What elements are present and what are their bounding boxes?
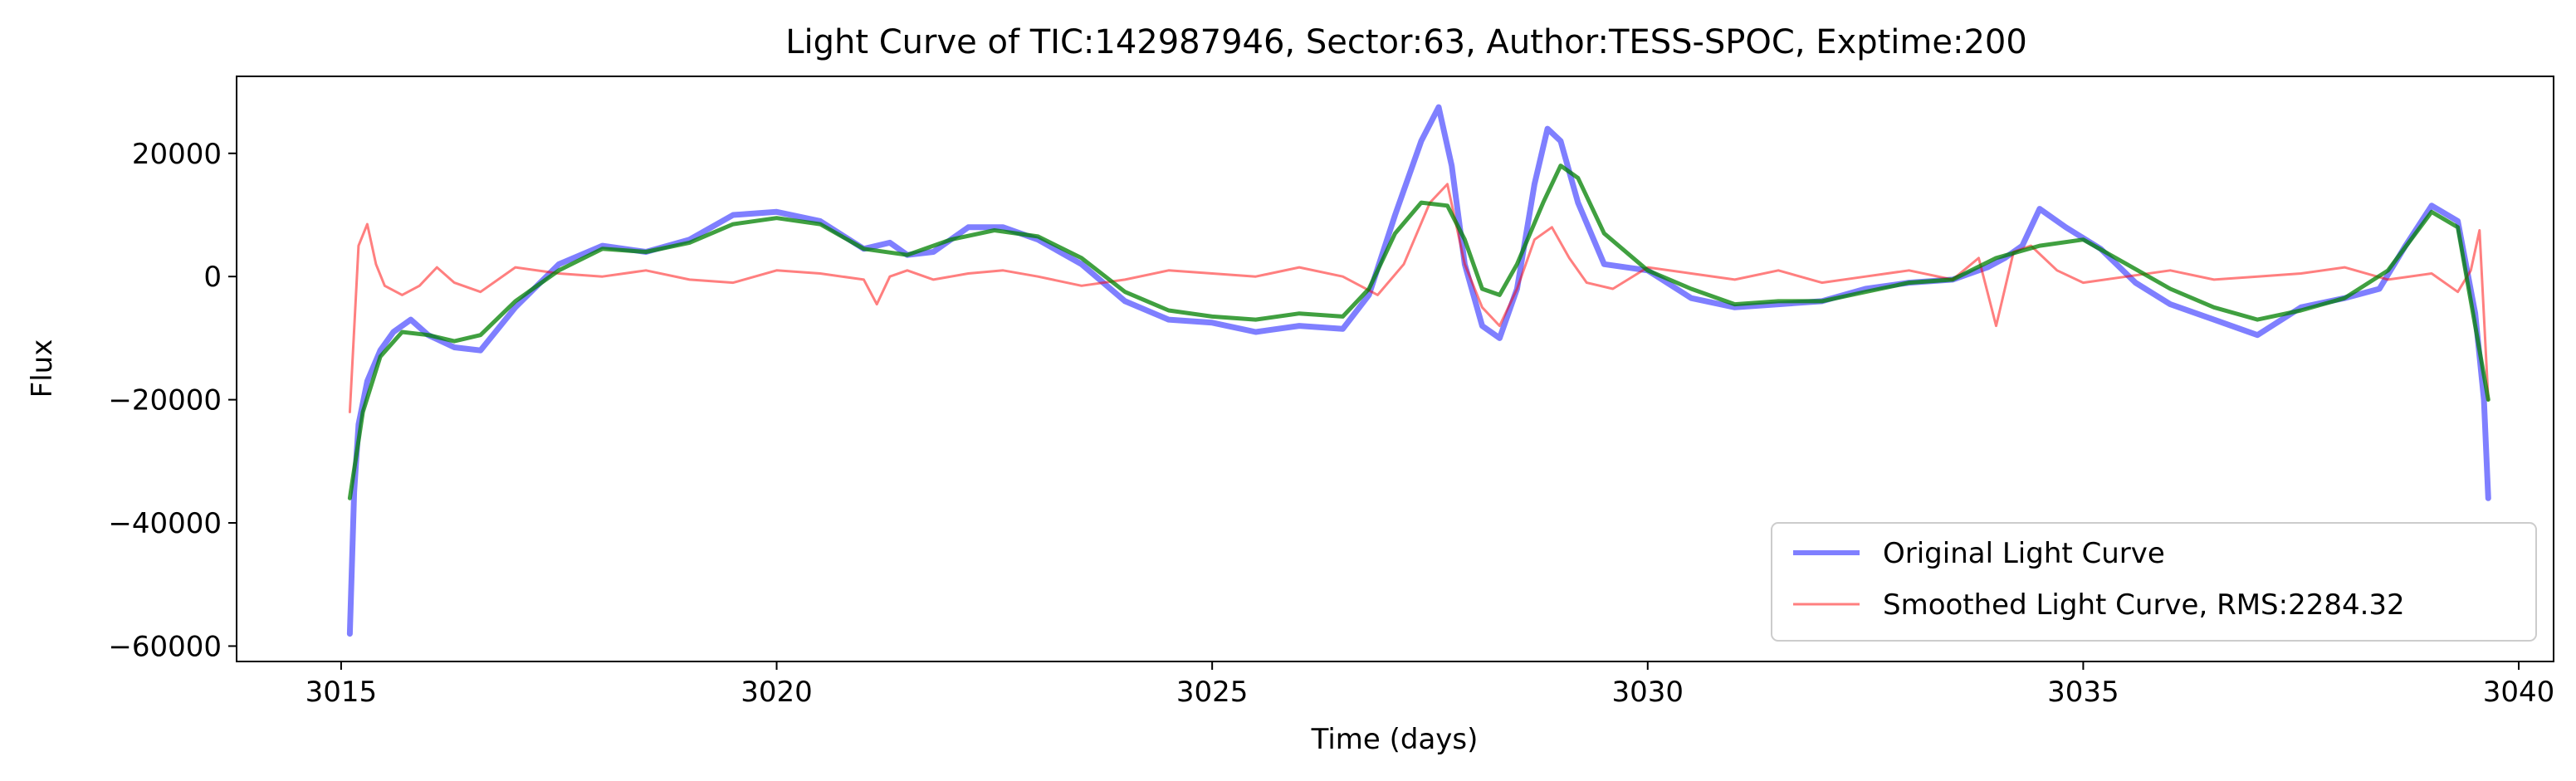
legend-label-smoothed: Smoothed Light Curve, RMS:2284.32: [1883, 588, 2405, 622]
y-tick-label: −40000: [108, 507, 222, 540]
y-axis-label: Flux: [26, 339, 59, 398]
y-tick-label: 20000: [132, 138, 222, 171]
legend-label-original: Original Light Curve: [1883, 537, 2165, 570]
x-tick-label: 3025: [1176, 676, 1249, 709]
x-tick-label: 3035: [2047, 676, 2119, 709]
plot-area: [236, 76, 2554, 662]
series-fit-line: [347, 164, 2490, 500]
chart-title: Light Curve of TIC:142987946, Sector:63,…: [785, 23, 2027, 61]
x-tick-label: 3040: [2483, 676, 2555, 709]
y-tick-label: 0: [203, 261, 222, 294]
x-axis: 3015 3020 3025 3030 3035 3040: [306, 661, 2555, 709]
x-tick-label: 3015: [306, 676, 378, 709]
y-tick-label: −60000: [108, 630, 222, 663]
x-tick-label: 3030: [1612, 676, 1684, 709]
series-smoothed-line: [348, 183, 2490, 413]
x-tick-label: 3020: [741, 676, 813, 709]
series-original-line: [346, 104, 2491, 637]
x-axis-label: Time (days): [1311, 723, 1479, 756]
plot-frame: [236, 76, 2554, 662]
legend-box: [1771, 522, 2537, 642]
series-layer: [346, 104, 2491, 637]
y-axis: −60000 −40000 −20000 0 20000: [108, 138, 237, 663]
y-tick-label: −20000: [108, 384, 222, 417]
legend: Original Light Curve Smoothed Light Curv…: [1771, 522, 2537, 642]
